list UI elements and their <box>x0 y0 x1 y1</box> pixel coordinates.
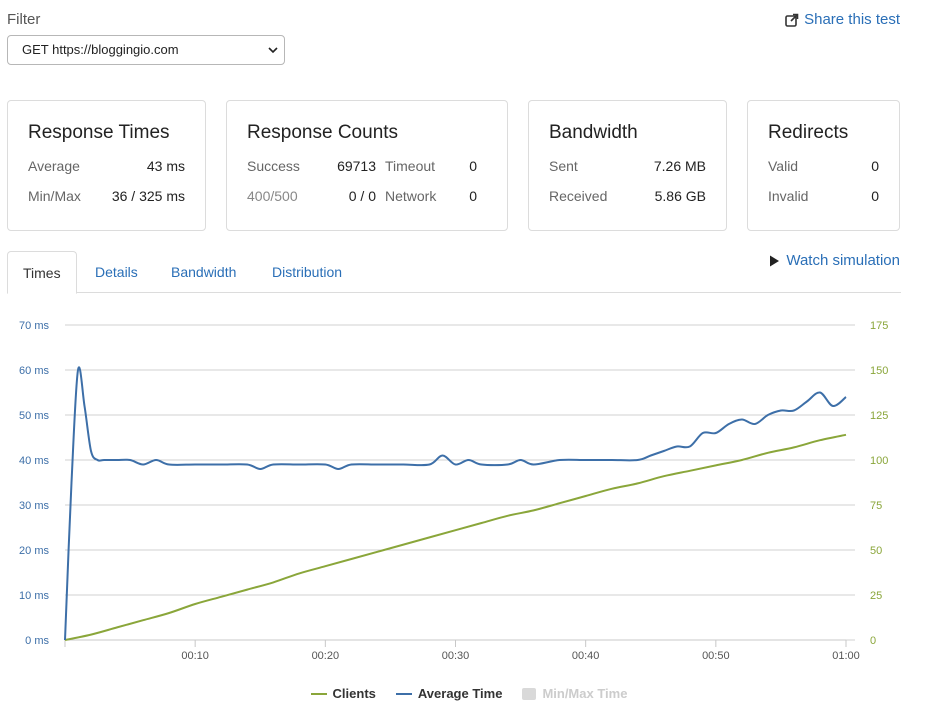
legend-label: Average Time <box>417 686 503 701</box>
y-left-tick-label: 70 ms <box>19 320 49 332</box>
timeout-label: Timeout <box>385 158 436 174</box>
network-value: 0 <box>469 188 477 204</box>
share-test-label: Share this test <box>804 11 900 28</box>
minmax-row: Min/Max 36 / 325 ms <box>28 188 185 204</box>
bandwidth-card: Bandwidth Sent 7.26 MB Received 5.86 GB <box>528 100 727 231</box>
tab-details[interactable]: Details <box>95 264 138 280</box>
y-right-tick-label: 150 <box>870 365 888 377</box>
x-tick-label: 00:20 <box>312 650 340 662</box>
y-right-tick-label: 100 <box>870 455 888 467</box>
y-left-tick-label: 0 ms <box>25 635 49 647</box>
legend-label: Clients <box>332 686 376 701</box>
average-value: 43 ms <box>146 158 185 174</box>
tab-times[interactable]: Times <box>7 251 77 294</box>
invalid-row: Invalid 0 <box>768 188 879 204</box>
received-label: Received <box>549 188 608 204</box>
clients-swatch <box>310 692 327 695</box>
received-row: Received 5.86 GB <box>549 188 706 204</box>
x-tick-label: 00:40 <box>572 650 600 662</box>
share-icon <box>785 13 799 27</box>
filter-selected-value: GET https://bloggingio.com <box>22 42 179 57</box>
sent-row: Sent 7.26 MB <box>549 158 706 174</box>
minmax-label: Min/Max <box>28 188 81 204</box>
y-right-tick-label: 75 <box>870 500 882 512</box>
y-right-tick-label: 0 <box>870 635 876 647</box>
legend-item-minmax-time[interactable]: Min/Max Time <box>522 686 627 701</box>
valid-value: 0 <box>871 158 879 174</box>
chart-legend: Clients Average Time Min/Max Time <box>0 686 938 701</box>
y-right-tick-label: 25 <box>870 590 882 602</box>
valid-label: Valid <box>768 158 799 174</box>
card-title: Response Counts <box>247 122 399 143</box>
legend-item-clients[interactable]: Clients <box>310 686 376 701</box>
average-time-swatch <box>395 692 412 695</box>
times-chart: 0 ms 0 10 ms 25 20 ms 50 30 ms 75 40 ms 100 50 ms 1… <box>19 320 888 662</box>
chevron-down-icon <box>268 47 278 54</box>
clients-series-line <box>64 433 847 641</box>
average-row: Average 43 ms <box>28 158 185 174</box>
success-label: Success <box>247 158 300 174</box>
x-tick-label: 01:00 <box>832 650 860 662</box>
y-left-tick-label: 10 ms <box>19 590 49 602</box>
x-tick-label: 00:50 <box>702 650 730 662</box>
timeout-value: 0 <box>469 158 477 174</box>
play-icon <box>770 255 780 266</box>
watch-simulation-label: Watch simulation <box>786 252 900 269</box>
legend-label: Min/Max Time <box>542 686 628 701</box>
y-left-tick-label: 40 ms <box>19 455 49 467</box>
share-test-link[interactable]: Share this test <box>785 11 900 28</box>
response-times-card: Response Times Average 43 ms Min/Max 36 … <box>7 100 206 231</box>
legend-item-average-time[interactable]: Average Time <box>395 686 503 701</box>
y-right-tick-label: 50 <box>870 545 882 557</box>
minmax-time-swatch <box>522 687 537 700</box>
chart-tabs: Times Details Bandwidth Distribution <box>7 251 901 294</box>
watch-simulation-link[interactable]: Watch simulation <box>769 252 900 269</box>
x-tick-label: 00:10 <box>181 650 209 662</box>
tab-distribution[interactable]: Distribution <box>272 264 343 280</box>
card-title: Redirects <box>768 122 849 143</box>
average-time-series-line <box>64 366 847 641</box>
success-value: 69713 <box>337 158 376 174</box>
errors-label: 400/500 <box>247 188 298 204</box>
card-title: Response Times <box>28 122 170 143</box>
invalid-value: 0 <box>871 188 879 204</box>
minmax-value: 36 / 325 ms <box>111 188 185 204</box>
request-filter-select[interactable]: GET https://bloggingio.com <box>7 35 285 65</box>
average-label: Average <box>28 158 80 174</box>
y-right-tick-label: 125 <box>870 410 888 422</box>
invalid-label: Invalid <box>768 188 809 204</box>
y-left-tick-label: 20 ms <box>19 545 49 557</box>
y-left-tick-label: 60 ms <box>19 365 49 377</box>
tab-bandwidth[interactable]: Bandwidth <box>171 264 237 280</box>
network-label: Network <box>385 188 437 204</box>
redirects-card: Redirects Valid 0 Invalid 0 <box>747 100 900 231</box>
filter-label: Filter <box>7 11 41 28</box>
valid-row: Valid 0 <box>768 158 879 174</box>
y-left-tick-label: 30 ms <box>19 500 49 512</box>
card-title: Bandwidth <box>549 122 638 143</box>
x-tick-label: 00:30 <box>442 650 470 662</box>
y-right-tick-label: 175 <box>870 320 888 332</box>
response-counts-card: Response Counts Success 69713 Timeout 0 … <box>226 100 508 231</box>
y-left-tick-label: 50 ms <box>19 410 49 422</box>
sent-label: Sent <box>549 158 578 174</box>
received-value: 5.86 GB <box>654 188 706 204</box>
errors-value: 0 / 0 <box>348 188 376 204</box>
sent-value: 7.26 MB <box>653 158 706 174</box>
